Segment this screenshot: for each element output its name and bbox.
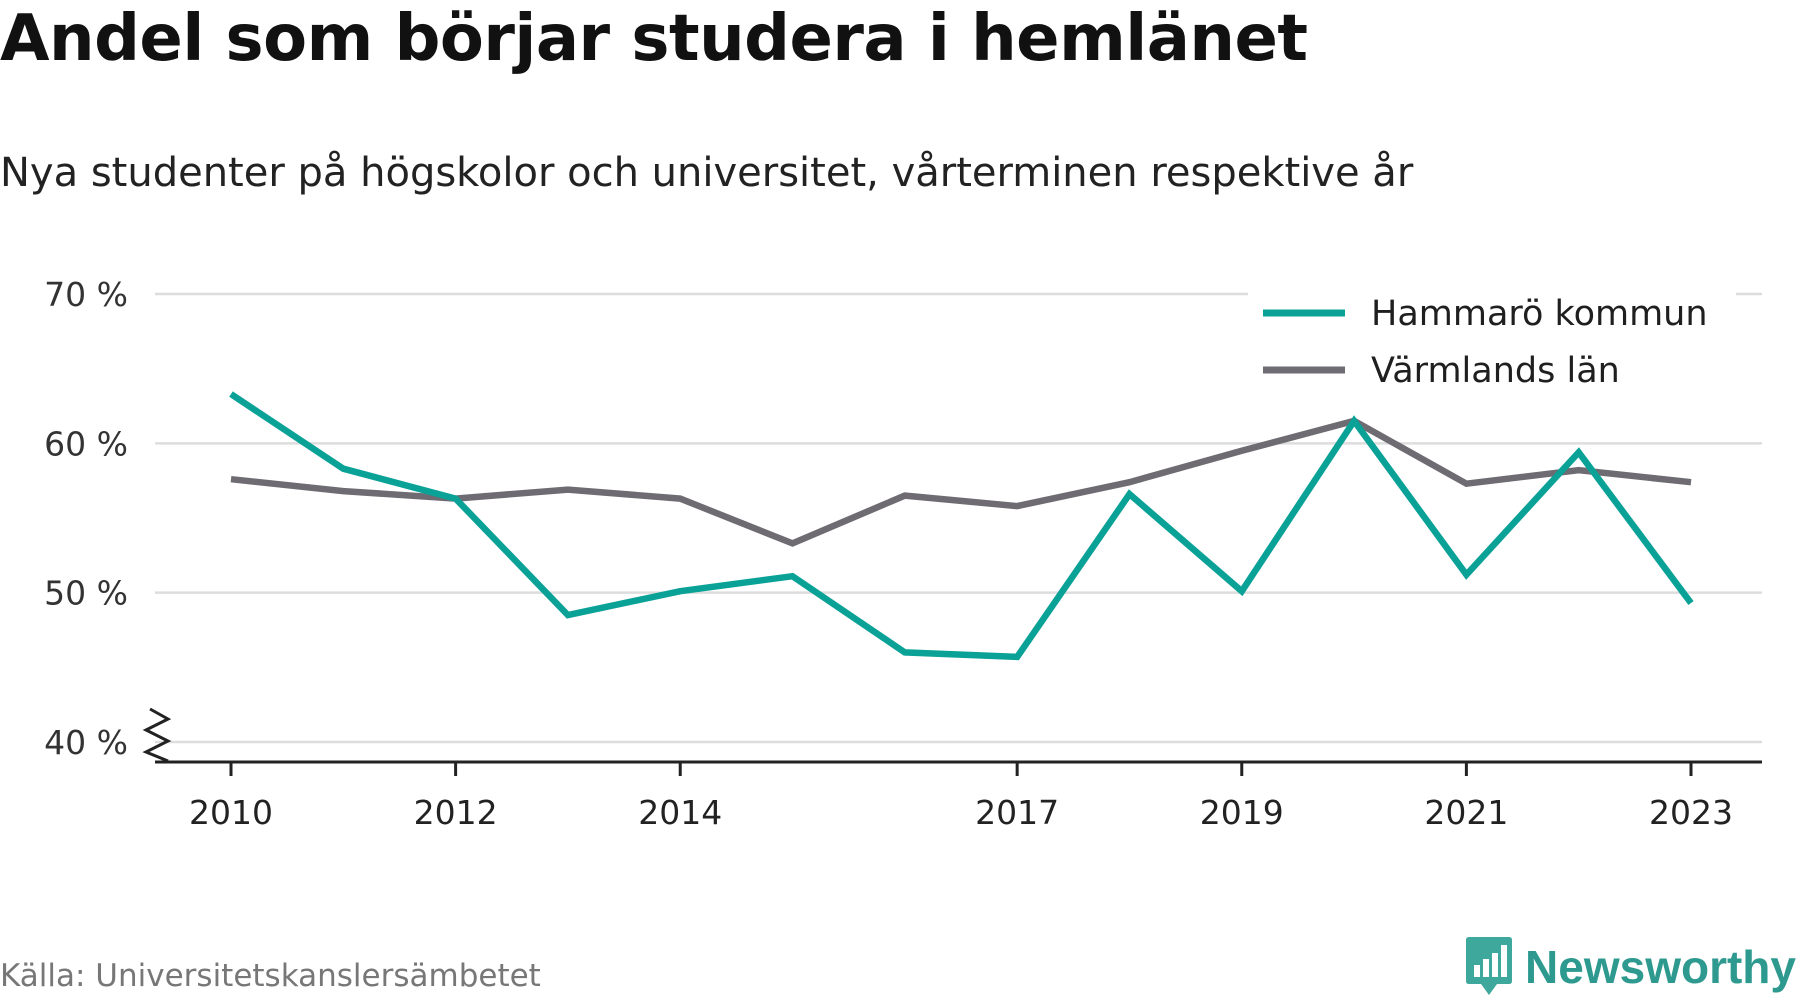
chart-title: Andel som börjar studera i hemlänet	[0, 2, 1308, 76]
axis-break-icon	[142, 707, 172, 763]
x-tick-label: 2012	[414, 793, 498, 832]
legend-label: Hammarö kommun	[1371, 294, 1708, 334]
brand-name: Newsworthy	[1525, 941, 1796, 993]
legend-background	[1248, 283, 1736, 401]
source-note: Källa: Universitetskanslersämbetet	[0, 958, 541, 994]
legend: Hammarö kommun Värmlands län	[1248, 283, 1736, 401]
legend-label: Värmlands län	[1371, 351, 1620, 391]
x-tick-label: 2019	[1200, 793, 1284, 832]
series-lines	[229, 391, 1694, 661]
y-tick-label: 40 %	[44, 723, 128, 762]
x-axis-ticks: 2010 2012 2014 2017 2019 2021 2023	[189, 762, 1733, 832]
x-tick-label: 2014	[638, 793, 722, 832]
y-tick-label: 70 %	[44, 275, 128, 314]
x-tick-label: 2017	[975, 793, 1059, 832]
brand-logo: Newsworthy	[1465, 935, 1796, 999]
series-line-hammaro	[229, 391, 1694, 661]
chart-subtitle: Nya studenter på högskolor och universit…	[0, 150, 1414, 196]
y-axis-ticks: 40 % 50 % 60 % 70 %	[44, 275, 172, 763]
y-tick-label: 60 %	[44, 424, 128, 463]
x-tick-label: 2010	[189, 793, 273, 832]
y-tick-label: 50 %	[44, 574, 128, 613]
series-line-varmland	[230, 417, 1692, 547]
newsworthy-logo-icon	[1466, 937, 1513, 995]
x-tick-label: 2023	[1649, 793, 1733, 832]
x-tick-label: 2021	[1424, 793, 1508, 832]
